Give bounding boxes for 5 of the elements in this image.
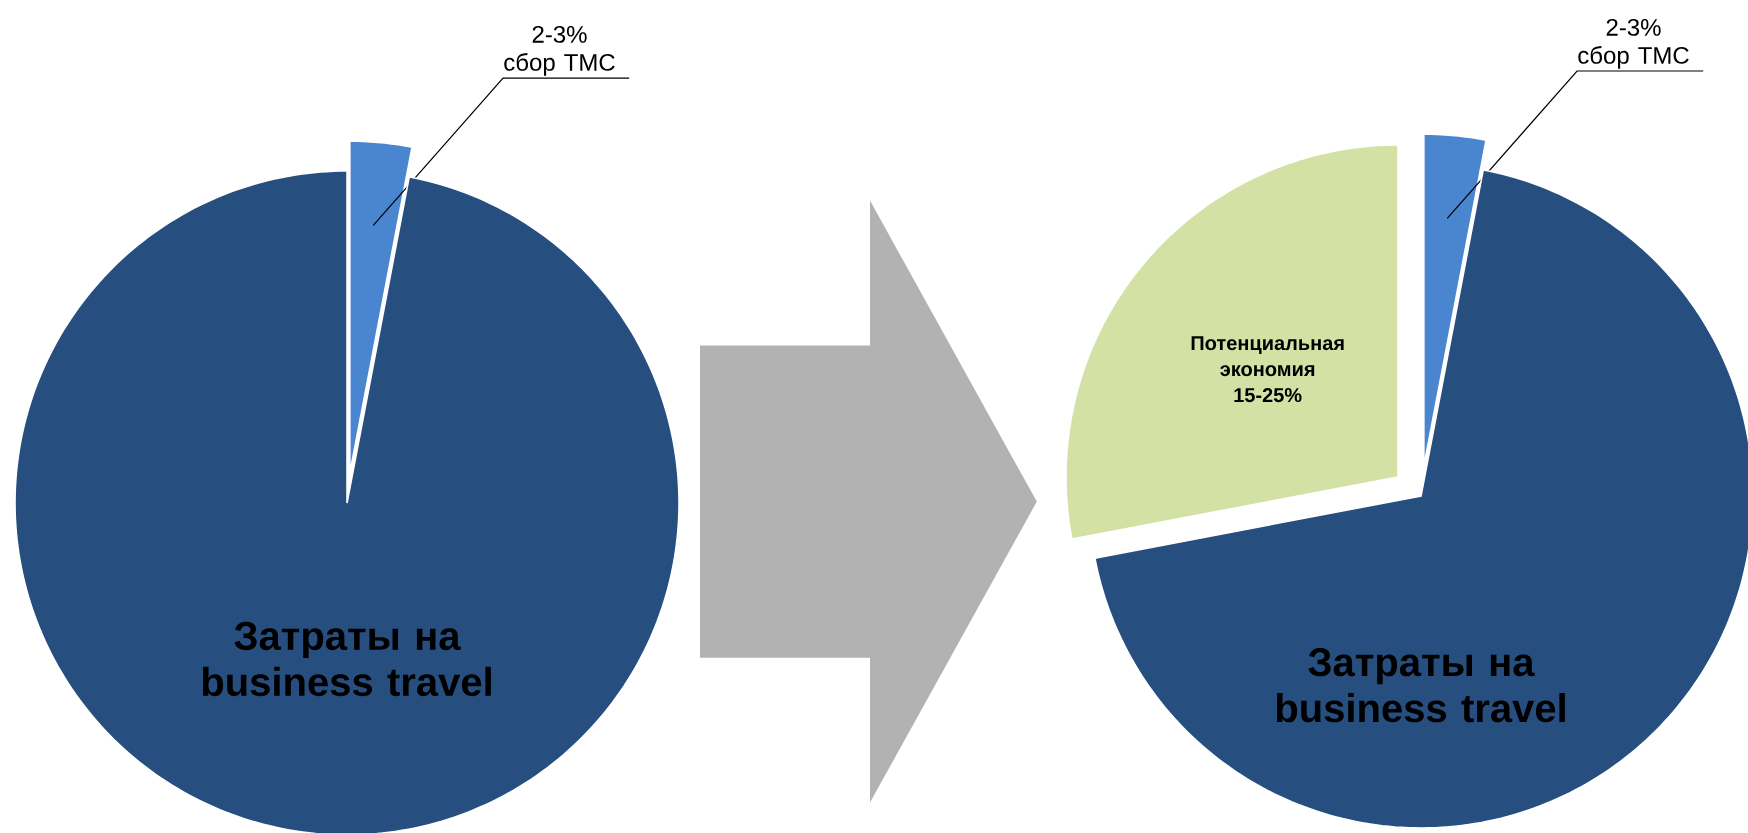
slice-label: 2-3% сбор TMC bbox=[504, 25, 615, 76]
slice-label: Затраты на business travel bbox=[202, 621, 491, 697]
slice-label: Затраты на business travel bbox=[1276, 648, 1565, 723]
slice-label: Потенциальная экономия 15-25% bbox=[1191, 336, 1344, 403]
slice-label: 2-3% сбор TMC bbox=[1578, 18, 1689, 69]
